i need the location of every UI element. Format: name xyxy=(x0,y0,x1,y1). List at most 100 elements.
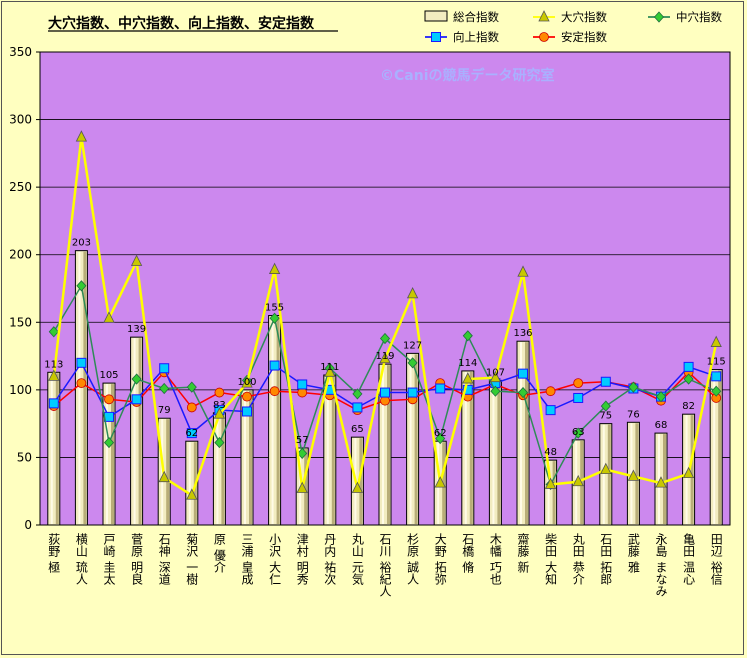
marker-triangle xyxy=(324,365,336,377)
marker-triangle xyxy=(296,481,308,493)
marker-triangle xyxy=(351,481,364,493)
bar-shade xyxy=(276,316,280,524)
data-label: 76 xyxy=(627,409,640,420)
marker-diamond xyxy=(517,386,529,399)
x-tick-label: 石川 裕紀人 xyxy=(378,533,392,597)
data-label: 139 xyxy=(127,324,146,335)
x-tick-label: 津村 明秀 xyxy=(295,533,309,585)
bar-highlight xyxy=(602,424,605,524)
x-tick-label: 石神 深道 xyxy=(157,533,171,585)
data-label: 83 xyxy=(213,400,226,411)
marker-diamond xyxy=(600,400,611,412)
bar xyxy=(102,382,116,526)
bar-shade xyxy=(304,448,308,524)
bar-shade xyxy=(83,251,87,524)
marker-square xyxy=(76,357,87,368)
marker-square xyxy=(380,387,390,398)
marker-triangle xyxy=(406,287,419,299)
marker-diamond xyxy=(103,436,115,449)
marker-diamond xyxy=(352,388,363,400)
bar-highlight xyxy=(685,415,688,524)
marker-diamond xyxy=(159,382,170,395)
marker-triangle xyxy=(572,474,584,487)
data-label: 203 xyxy=(72,238,91,249)
x-tick-label: 武藤 雅 xyxy=(626,533,640,573)
legend-item: 向上指数 xyxy=(425,30,499,44)
data-label: 111 xyxy=(320,362,339,373)
marker-triangle xyxy=(268,262,281,274)
marker-diamond xyxy=(683,373,694,385)
marker-triangle xyxy=(75,130,88,142)
x-tick-label: 菅原 明良 xyxy=(130,533,144,586)
marker-diamond xyxy=(435,432,446,445)
marker-diamond xyxy=(297,447,308,459)
bar xyxy=(350,436,364,526)
data-label: 65 xyxy=(351,424,364,435)
bar-highlight xyxy=(658,434,660,524)
data-label: 100 xyxy=(237,377,256,388)
marker-square xyxy=(48,398,59,409)
y-tick-label: 50 xyxy=(17,450,32,464)
bar xyxy=(599,423,613,526)
marker-triangle xyxy=(489,370,502,383)
marker-square xyxy=(131,394,142,405)
bar-shade xyxy=(663,434,666,524)
marker-triangle xyxy=(434,476,446,488)
marker-diamond xyxy=(76,280,87,292)
data-label: 62 xyxy=(185,428,198,439)
marker-triangle xyxy=(627,469,640,481)
marker-triangle xyxy=(186,488,198,500)
marker-triangle xyxy=(103,311,115,323)
marker-square xyxy=(435,383,446,394)
x-tick-label: 荻野 極 xyxy=(47,533,61,573)
bar-shade xyxy=(55,373,59,524)
marker-diamond xyxy=(711,385,722,397)
bar-shade xyxy=(331,375,335,524)
marker-diamond xyxy=(131,373,142,385)
bar xyxy=(130,336,144,526)
data-label: 62 xyxy=(434,428,447,439)
bar-shade xyxy=(221,413,225,524)
marker-square xyxy=(545,405,556,416)
data-label: 115 xyxy=(707,357,726,368)
x-tick-label: 杉原 誠人 xyxy=(406,533,420,585)
series-triangle xyxy=(48,130,722,500)
bar-highlight xyxy=(216,413,219,524)
marker-square xyxy=(104,411,114,422)
bar-highlight xyxy=(713,370,716,524)
marker-triangle xyxy=(130,254,143,266)
data-label: 107 xyxy=(486,367,505,378)
x-tick-label: 原 優介 xyxy=(212,533,226,573)
marker-triangle xyxy=(655,476,667,488)
bar-shade xyxy=(111,384,114,524)
x-tick-label: 石田 拓郎 xyxy=(599,533,613,585)
marker-triangle xyxy=(379,351,391,364)
marker-triangle xyxy=(517,265,529,277)
x-tick-label: 木幡 巧也 xyxy=(488,533,502,585)
bar-highlight xyxy=(492,381,495,524)
data-label: 75 xyxy=(599,411,612,422)
bar-highlight xyxy=(464,371,467,524)
x-tick-label: 亀田 温心 xyxy=(682,533,696,585)
x-tick-label: 菊沢 一樹 xyxy=(185,533,199,585)
bar-shade xyxy=(690,415,694,524)
marker-diamond xyxy=(653,11,665,23)
bar xyxy=(406,352,420,526)
marker-triangle xyxy=(158,470,170,483)
bar xyxy=(709,369,723,526)
marker-square xyxy=(600,376,611,387)
marker-circle xyxy=(545,386,556,397)
bar xyxy=(516,340,530,526)
x-tick-label: 横山 琉人 xyxy=(74,533,88,585)
bar-shade xyxy=(635,423,639,524)
data-label: 119 xyxy=(375,351,394,362)
legend-label: 向上指数 xyxy=(453,30,499,44)
marker-diamond xyxy=(462,330,473,342)
marker-circle xyxy=(186,402,197,413)
data-label: 48 xyxy=(544,447,557,458)
x-tick-label: 永島 まなみ xyxy=(654,533,668,597)
bar xyxy=(268,315,282,526)
marker-triangle xyxy=(600,462,612,474)
marker-triangle xyxy=(48,369,60,381)
bar-shade xyxy=(469,371,473,524)
